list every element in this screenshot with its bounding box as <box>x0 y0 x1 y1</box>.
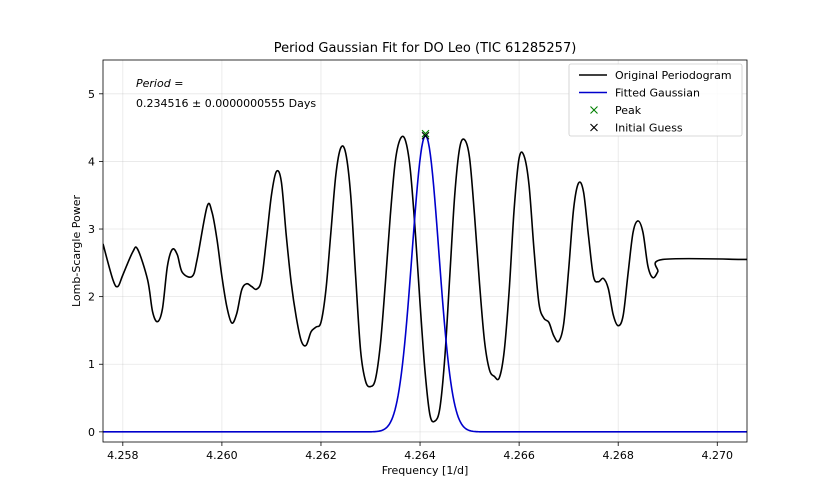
legend-label: Initial Guess <box>615 122 683 135</box>
y-tick-label: 1 <box>88 358 95 371</box>
peak-marker <box>421 129 430 138</box>
y-axis-label: Lomb-Scargle Power <box>70 195 83 307</box>
x-tick-label: 4.270 <box>702 449 734 462</box>
y-tick-label: 0 <box>88 426 95 439</box>
x-tick-label: 4.266 <box>503 449 535 462</box>
x-tick-label: 4.260 <box>206 449 238 462</box>
y-tick-label: 4 <box>88 155 95 168</box>
legend-item: Peak <box>590 104 642 117</box>
initial-guess-marker <box>421 131 430 140</box>
legend-item: Original Periodogram <box>579 69 732 82</box>
period-annotation-label: Period = <box>136 77 183 90</box>
period-annotation-value: 0.234516 ± 0.0000000555 Days <box>136 97 316 110</box>
x-tick-label: 4.258 <box>107 449 139 462</box>
x-tick-label: 4.262 <box>305 449 337 462</box>
legend-item: Initial Guess <box>590 122 683 135</box>
y-tick-label: 5 <box>88 88 95 101</box>
legend-marker <box>590 123 598 132</box>
legend: Original Periodogram Fitted Gaussian Peak I… <box>568 63 743 137</box>
legend-label: Peak <box>615 104 642 117</box>
legend-label: Original Periodogram <box>615 69 732 82</box>
chart-title: Period Gaussian Fit for DO Leo (TIC 6128… <box>274 41 577 56</box>
x-axis-label: Frequency [1/d] <box>382 464 469 477</box>
legend-box <box>568 63 743 137</box>
legend-label: Fitted Gaussian <box>615 87 700 100</box>
x-axis: 4.258 4.260 4.262 4.264 4.266 4.268 4.270 <box>107 442 733 462</box>
plot-frame <box>102 59 748 443</box>
legend-item: Fitted Gaussian <box>579 87 700 100</box>
y-axis: 0 1 2 3 4 5 <box>88 88 103 439</box>
periodogram-line <box>103 135 747 423</box>
y-tick-label: 2 <box>88 291 95 304</box>
y-tick-label: 3 <box>88 223 95 236</box>
x-tick-label: 4.264 <box>404 449 436 462</box>
legend-marker <box>590 106 598 114</box>
plot-area <box>103 129 747 433</box>
x-tick-label: 4.268 <box>602 449 634 462</box>
